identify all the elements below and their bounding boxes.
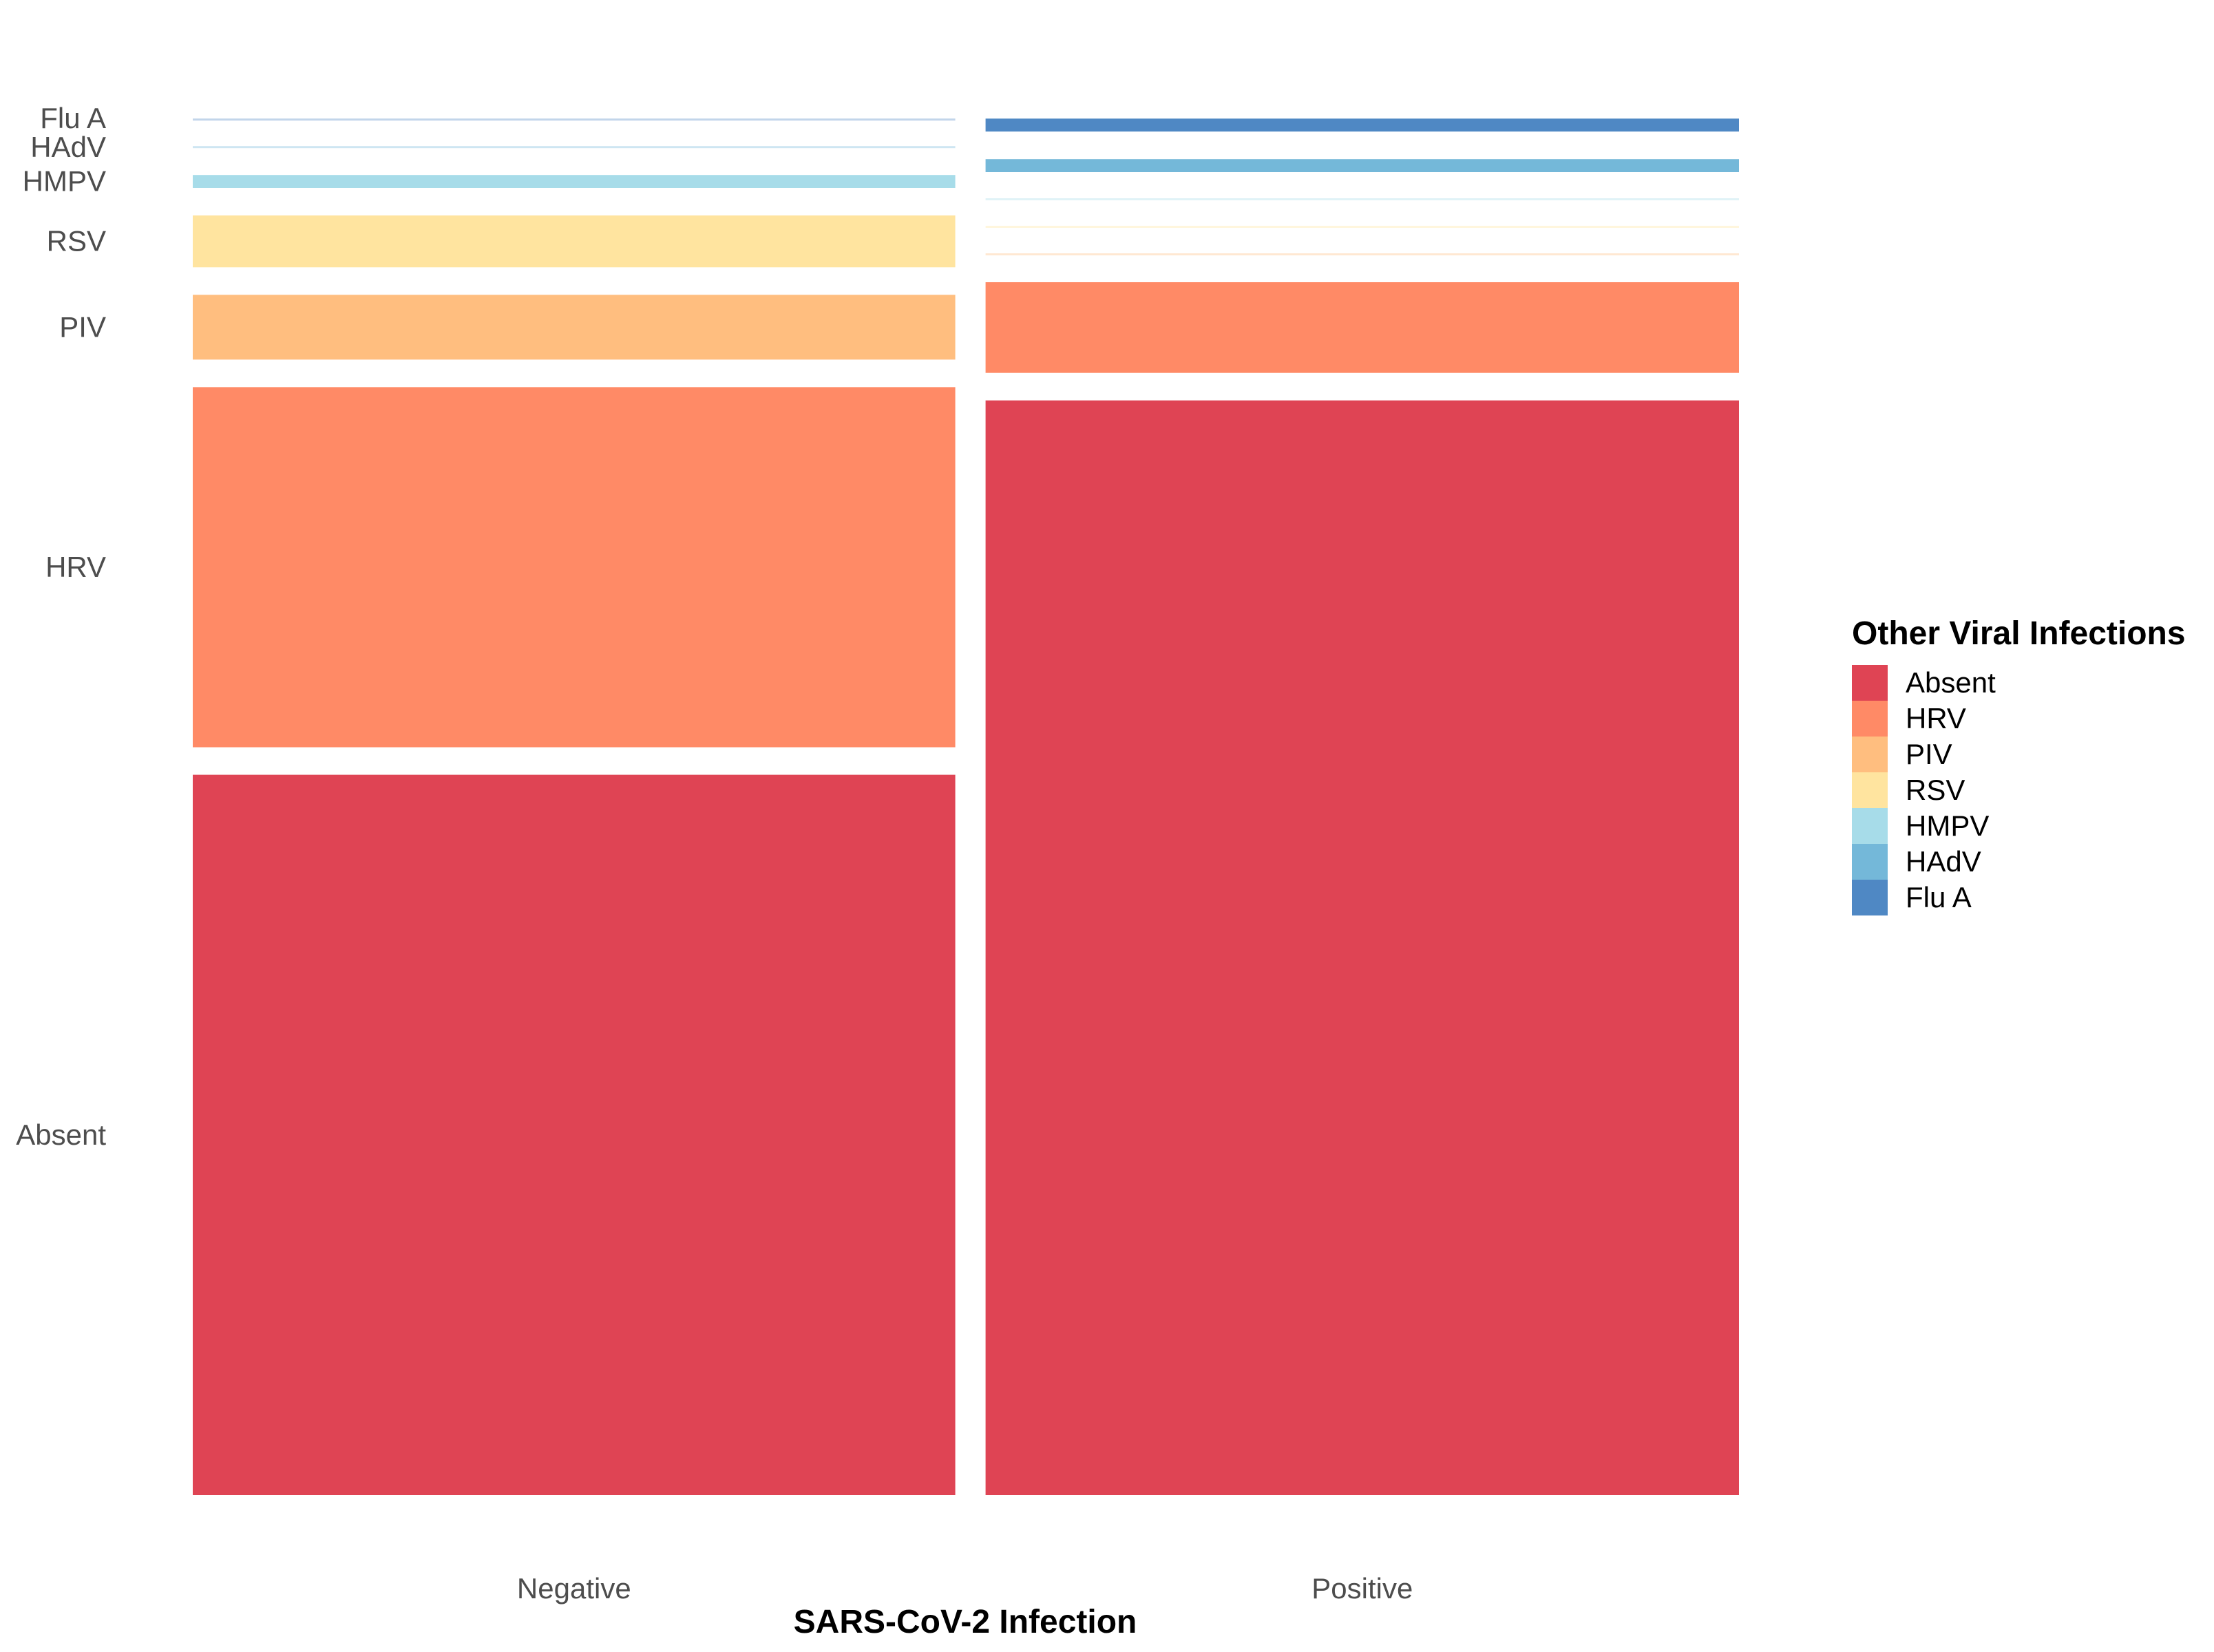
legend-item-absent: Absent [1852, 665, 1996, 701]
cell-empty-positive-hmpv [985, 198, 1739, 200]
legend-swatch [1852, 737, 1888, 772]
legend-item-hmpv: HMPV [1852, 808, 1989, 844]
cell-negative-hrv [193, 387, 956, 748]
cell-empty-negative-flu-a [193, 118, 956, 121]
legend-label: PIV [1906, 738, 1952, 770]
y-tick-label: Absent [16, 1119, 106, 1151]
legend-item-hrv: HRV [1852, 701, 1966, 737]
x-axis-title: SARS-CoV-2 Infection [794, 1604, 1137, 1640]
y-tick-label: Flu A [40, 102, 106, 134]
legend-swatch [1852, 772, 1888, 808]
legend-title: Other Viral Infections [1852, 615, 2186, 652]
x-tick-label: Positive [1311, 1572, 1413, 1605]
legend-swatch [1852, 665, 1888, 701]
y-tick-label: HAdV [30, 131, 106, 163]
cell-negative-hmpv [193, 175, 956, 188]
y-tick-label: PIV [59, 310, 106, 343]
legend-label: Absent [1906, 666, 1996, 699]
legend-swatch [1852, 808, 1888, 844]
legend-swatch [1852, 701, 1888, 737]
legend-label: HAdV [1906, 845, 1981, 878]
cell-positive-flu-a [985, 118, 1739, 132]
cell-empty-positive-piv [985, 253, 1739, 255]
plot-area [193, 118, 1739, 1496]
cell-negative-absent [193, 774, 956, 1495]
cell-positive-hadv [985, 159, 1739, 172]
legend-swatch [1852, 880, 1888, 915]
legend-label: HRV [1906, 702, 1966, 734]
legend-label: HMPV [1906, 809, 1989, 842]
x-axis-ticks: Negative Positive [517, 1572, 1413, 1605]
y-tick-label: HRV [45, 551, 106, 583]
legend-label: RSV [1906, 774, 1965, 806]
x-tick-label: Negative [517, 1572, 631, 1605]
cell-positive-hrv [985, 282, 1739, 373]
cell-empty-negative-hadv [193, 146, 956, 149]
y-tick-label: RSV [47, 225, 106, 257]
cell-empty-positive-rsv [985, 226, 1739, 228]
legend-item-flu-a: Flu A [1852, 880, 1972, 915]
legend-item-piv: PIV [1852, 737, 1952, 772]
cell-negative-piv [193, 295, 956, 360]
y-tick-label: HMPV [23, 165, 106, 198]
cell-positive-absent [985, 400, 1739, 1496]
cell-negative-rsv [193, 215, 956, 268]
legend-label: Flu A [1906, 881, 1972, 913]
legend-item-hadv: HAdV [1852, 844, 1981, 880]
legend-item-rsv: RSV [1852, 772, 1965, 808]
legend-swatch [1852, 844, 1888, 880]
